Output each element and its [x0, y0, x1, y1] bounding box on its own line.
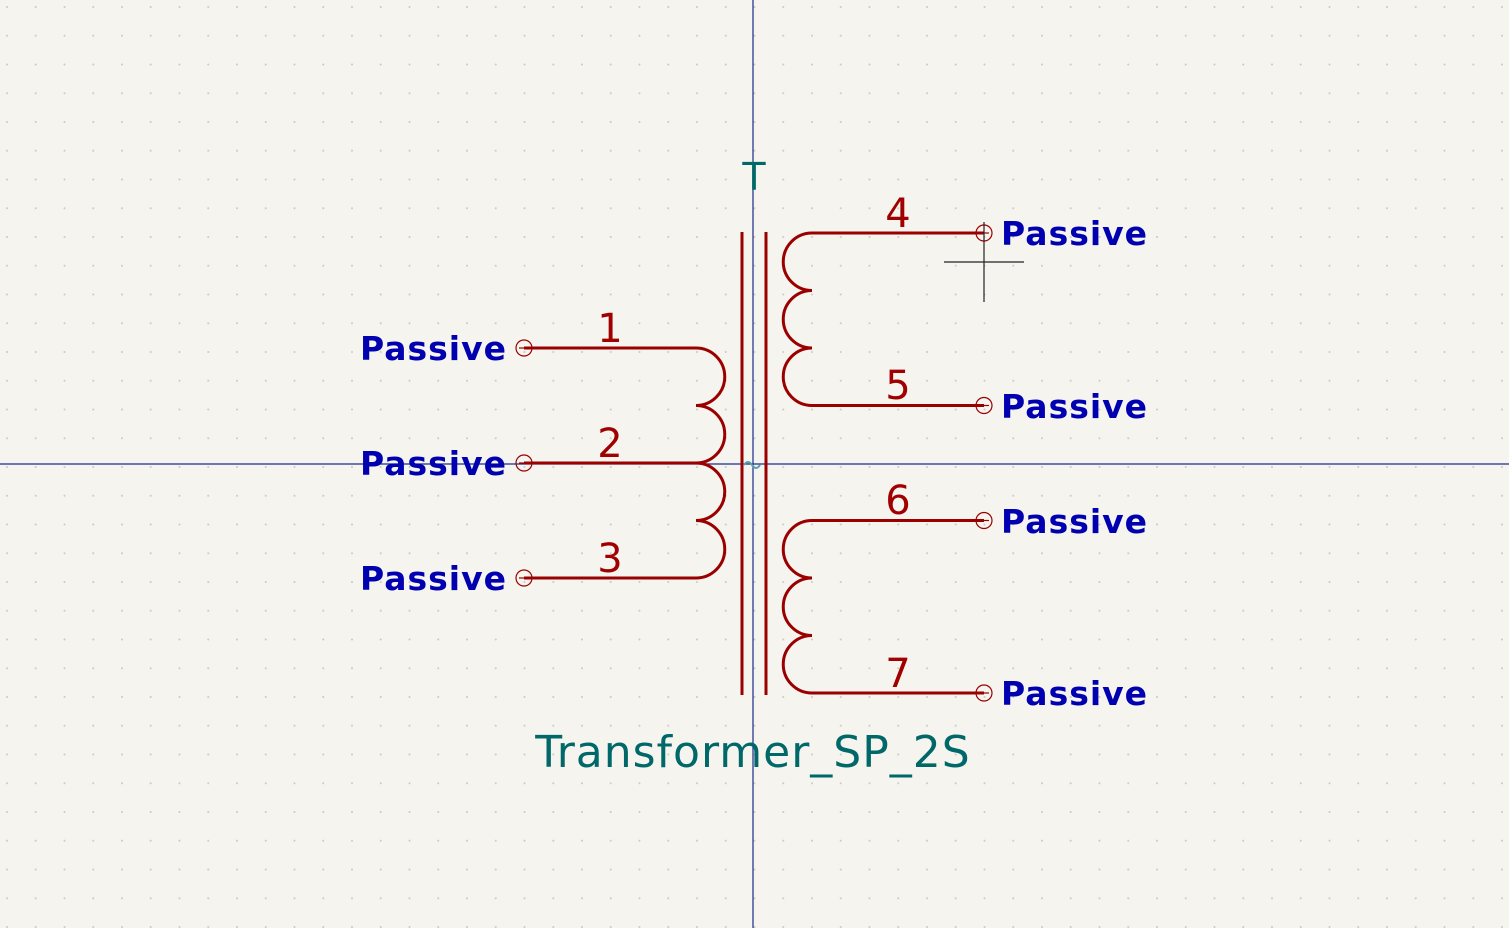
pin-3-number: 3 [597, 536, 622, 582]
secondary-coil-top [781, 231, 813, 407]
pin-5-type: Passive [1001, 387, 1148, 426]
pin-7[interactable]: 7 Passive [812, 651, 1148, 713]
pin-6-number: 6 [885, 478, 910, 524]
pin-5-endpoint[interactable] [975, 396, 993, 415]
pin-2-endpoint[interactable] [515, 454, 533, 472]
pin-5[interactable]: 5 Passive [812, 363, 1148, 426]
symbol-value[interactable]: Transformer_SP_2S [534, 727, 970, 778]
pin-1-endpoint[interactable] [515, 339, 533, 357]
pin-6[interactable]: 6 Passive [812, 478, 1148, 541]
secondary-coil-bottom [781, 519, 813, 695]
reference-designator[interactable]: T [741, 155, 766, 199]
pin-2[interactable]: 2 Passive [360, 421, 696, 483]
pin-3-endpoint[interactable] [515, 569, 533, 587]
pin-7-endpoint[interactable] [975, 684, 993, 702]
pin-5-number: 5 [885, 363, 910, 409]
pin-7-number: 7 [885, 651, 910, 697]
pin-2-number: 2 [597, 421, 622, 467]
pin-7-type: Passive [1001, 674, 1148, 713]
crosshair-cursor-icon [944, 222, 1024, 302]
pin-3[interactable]: 3 Passive [360, 536, 696, 598]
pin-4-type: Passive [1001, 214, 1148, 253]
pin-6-type: Passive [1001, 502, 1148, 541]
pin-1[interactable]: 1 Passive [360, 306, 696, 368]
anchor-marker [743, 461, 761, 469]
pin-2-type: Passive [360, 444, 507, 483]
pin-3-type: Passive [360, 559, 507, 598]
pin-1-number: 1 [597, 306, 622, 352]
pin-6-endpoint[interactable] [975, 511, 993, 530]
pin-1-type: Passive [360, 329, 507, 368]
pin-4[interactable]: 4 Passive [812, 191, 1148, 253]
pin-4-number: 4 [885, 191, 910, 237]
